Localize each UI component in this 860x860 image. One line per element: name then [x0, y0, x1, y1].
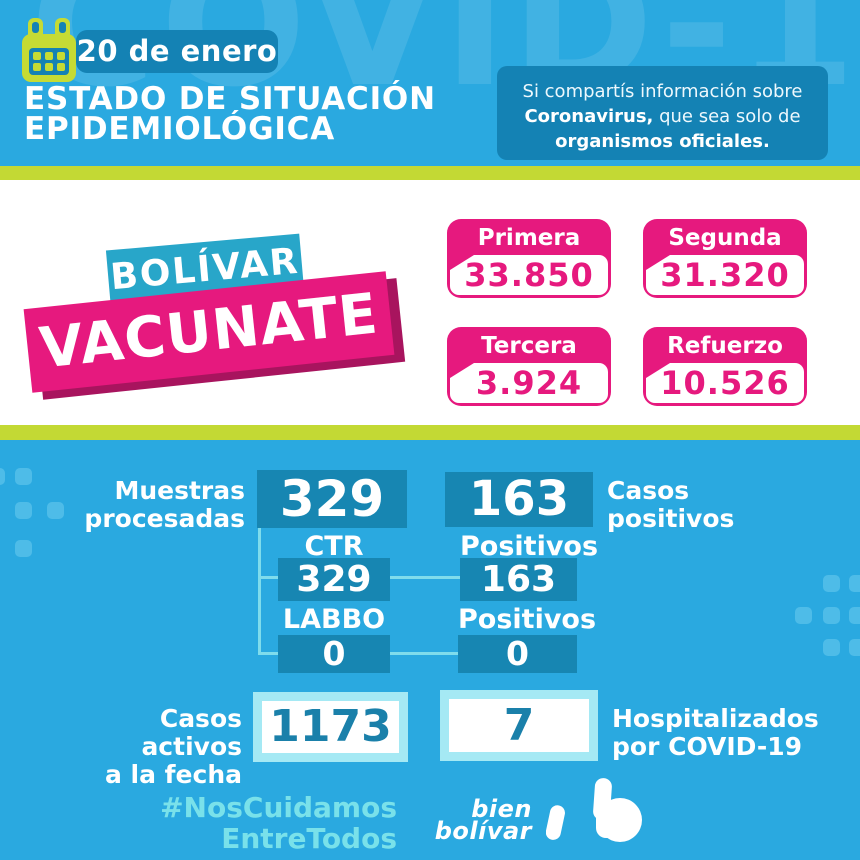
dose-card-value-panel: 31.320: [646, 255, 804, 295]
calendar-icon: [22, 18, 76, 82]
casos-activos-value: 1173: [253, 692, 408, 762]
daily-stats-section: Muestras procesadas 329 163 Casos positi…: [0, 425, 860, 860]
notice-line1: Si compartís información sobre: [522, 81, 803, 102]
deco-square: [823, 575, 840, 592]
dose-card-segunda: Segunda dosis 31.320: [643, 219, 807, 298]
corner-cut-decoration: [450, 255, 474, 270]
deco-square: [823, 607, 840, 624]
ctr-positivos-value: 163: [460, 558, 577, 601]
dose-card-value-panel: 3.924: [450, 363, 608, 403]
dose-card-value: 33.850: [464, 256, 594, 294]
official-sources-notice: Si compartís información sobre Coronavir…: [497, 66, 828, 160]
brand-word-bolivar: bolívar: [434, 817, 532, 845]
vaccination-section: BOLÍVAR VACUNATE Primera dosis 33.850 Se…: [0, 180, 860, 425]
deco-square: [849, 607, 860, 624]
page-title-line1: ESTADO DE SITUACIÓN: [24, 81, 436, 117]
connector-line: [390, 576, 460, 579]
notice-line2-rest: que sea solo de: [653, 106, 801, 127]
notice-coronavirus-bold: Coronavirus,: [524, 106, 654, 127]
dose-card-label: Primera dosis: [477, 225, 581, 289]
dose-card-value-panel: 33.850: [450, 255, 608, 295]
labbo-positivos-label: Positivos: [458, 604, 597, 635]
deco-square: [15, 468, 32, 485]
dose-card-value-panel: 10.526: [646, 363, 804, 403]
hospitalizados-label-line2: por COVID-19: [612, 732, 803, 761]
connector-line: [258, 576, 280, 579]
dose-card-refuerzo: Refuerzo 10.526: [643, 327, 807, 406]
corner-cut-decoration: [646, 255, 670, 270]
deco-square: [795, 607, 812, 624]
deco-square: [823, 639, 840, 656]
dose-card-tercera: Tercera dosis 3.924: [447, 327, 611, 406]
corner-cut-decoration: [646, 363, 670, 378]
deco-square: [849, 575, 860, 592]
muestras-procesadas-value: 329: [257, 470, 407, 528]
hashtag-text: #NosCuidamos EntreTodos: [150, 792, 397, 854]
ctr-positivos-label: Positivos: [460, 531, 599, 562]
ctr-label: CTR: [304, 531, 364, 562]
dose-card-value: 3.924: [475, 364, 583, 402]
labbo-positivos-value: 0: [458, 635, 577, 673]
hashtag-line1: #NosCuidamos: [160, 791, 397, 824]
muestras-label-line1: Muestras: [114, 476, 245, 505]
dose-card-label: Refuerzo: [667, 333, 783, 359]
header-section: COVID-19 20 de enero ESTADO DE SITUACIÓN…: [0, 0, 860, 180]
vacunate-brand-banner: VACUNATE: [23, 271, 395, 393]
ctr-value: 329: [278, 558, 390, 601]
hashtag-line2: EntreTodos: [221, 822, 397, 855]
casos-positivos-value: 163: [445, 472, 593, 527]
date-badge: 20 de enero: [76, 30, 278, 73]
deco-square: [849, 639, 860, 656]
hospitalizados-label: Hospitalizados por COVID-19: [612, 705, 822, 761]
dose-card-value: 10.526: [660, 364, 790, 402]
connector-line: [390, 652, 458, 655]
casos-label-line2: positivos: [607, 504, 735, 533]
muestras-label-line2: procesadas: [84, 504, 245, 533]
deco-square: [15, 502, 32, 519]
activos-label-line2: a la fecha: [104, 760, 242, 789]
casos-label-line1: Casos: [607, 476, 690, 505]
deco-square: [15, 540, 32, 557]
connector-line: [258, 652, 280, 655]
connector-line-vertical: [258, 528, 261, 654]
dose-card-label: Tercera dosis: [481, 333, 577, 397]
page-title-line2: EPIDEMIOLÓGICA: [24, 111, 335, 147]
page-title: ESTADO DE SITUACIÓN EPIDEMIOLÓGICA: [24, 81, 436, 147]
casos-activos-label: Casos activos a la fecha: [55, 705, 242, 789]
brand-word-bien: bien: [471, 795, 532, 823]
casos-positivos-label: Casos positivos: [607, 477, 787, 533]
activos-label-line1: Casos activos: [141, 704, 242, 761]
notice-line3: organismos oficiales.: [497, 129, 828, 154]
muestras-procesadas-label: Muestras procesadas: [58, 477, 245, 533]
bien-bolivar-wordmark: bien bolívar: [428, 795, 532, 845]
corner-cut-decoration: [450, 363, 474, 378]
dose-card-primera: Primera dosis 33.850: [447, 219, 611, 298]
deco-square: [47, 502, 64, 519]
dose-card-label: Segunda dosis: [668, 225, 782, 289]
notice-organisms-bold: organismos oficiales.: [555, 131, 770, 152]
labbo-label: LABBO: [282, 604, 386, 635]
labbo-value: 0: [278, 635, 390, 673]
hospitalizados-label-line1: Hospitalizados: [612, 704, 819, 733]
deco-square: [0, 468, 5, 485]
dose-card-value: 31.320: [660, 256, 790, 294]
hospitalizados-value: 7: [440, 690, 598, 761]
notice-line2: Coronavirus, que sea solo de: [497, 104, 828, 129]
bien-bolivar-thumbsup-logo-icon: [546, 778, 642, 842]
